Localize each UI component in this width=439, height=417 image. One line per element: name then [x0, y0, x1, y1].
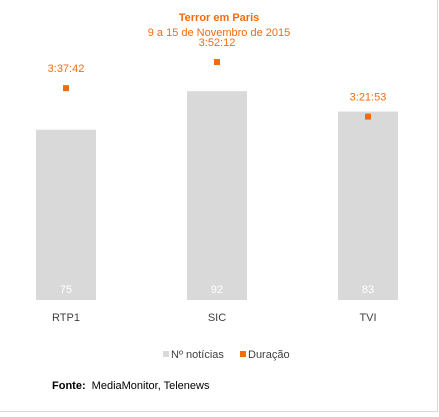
bar-value-label: 92 [211, 284, 223, 296]
duration-marker-tvi [365, 113, 371, 120]
source-text: MediaMonitor, Telenews [92, 380, 210, 392]
category-label: RTP1 [52, 312, 80, 324]
duration-marker-sic [214, 59, 220, 66]
duration-label: 3:21:53 [350, 92, 387, 104]
bar-value-label: 83 [362, 284, 374, 296]
legend-swatch-duracao [240, 351, 246, 357]
duration-label: 3:52:12 [199, 37, 236, 49]
svg-text:Fonte: MediaMonitor, T: Fonte: MediaMonitor, Telenews [52, 380, 210, 392]
duration-marker-rtp1 [63, 85, 69, 92]
category-label: TVI [359, 312, 376, 324]
chart-title: Terror em Paris [179, 12, 260, 24]
plot-area: 75 3:37:42 RTP1 92 3:52:12 SIC 83 3:21:53 TVI [36, 37, 398, 324]
source-label: Fonte: [52, 380, 86, 392]
duration-label: 3:37:42 [48, 63, 85, 75]
chart-subtitle: 9 a 15 de Novembro de 2015 [148, 27, 291, 39]
legend: Nº notícias Duração [163, 349, 290, 361]
source-note: Fonte: MediaMonitor, Telenews [52, 380, 210, 392]
legend-label-duracao: Duração [248, 349, 290, 361]
bar-sic [187, 91, 247, 300]
legend-swatch-noticias [163, 351, 169, 357]
category-label: SIC [208, 312, 226, 324]
legend-label-noticias: Nº notícias [171, 349, 224, 361]
bar-tvi [338, 111, 398, 300]
bar-rtp1 [36, 129, 96, 300]
bar-value-label: 75 [60, 284, 72, 296]
